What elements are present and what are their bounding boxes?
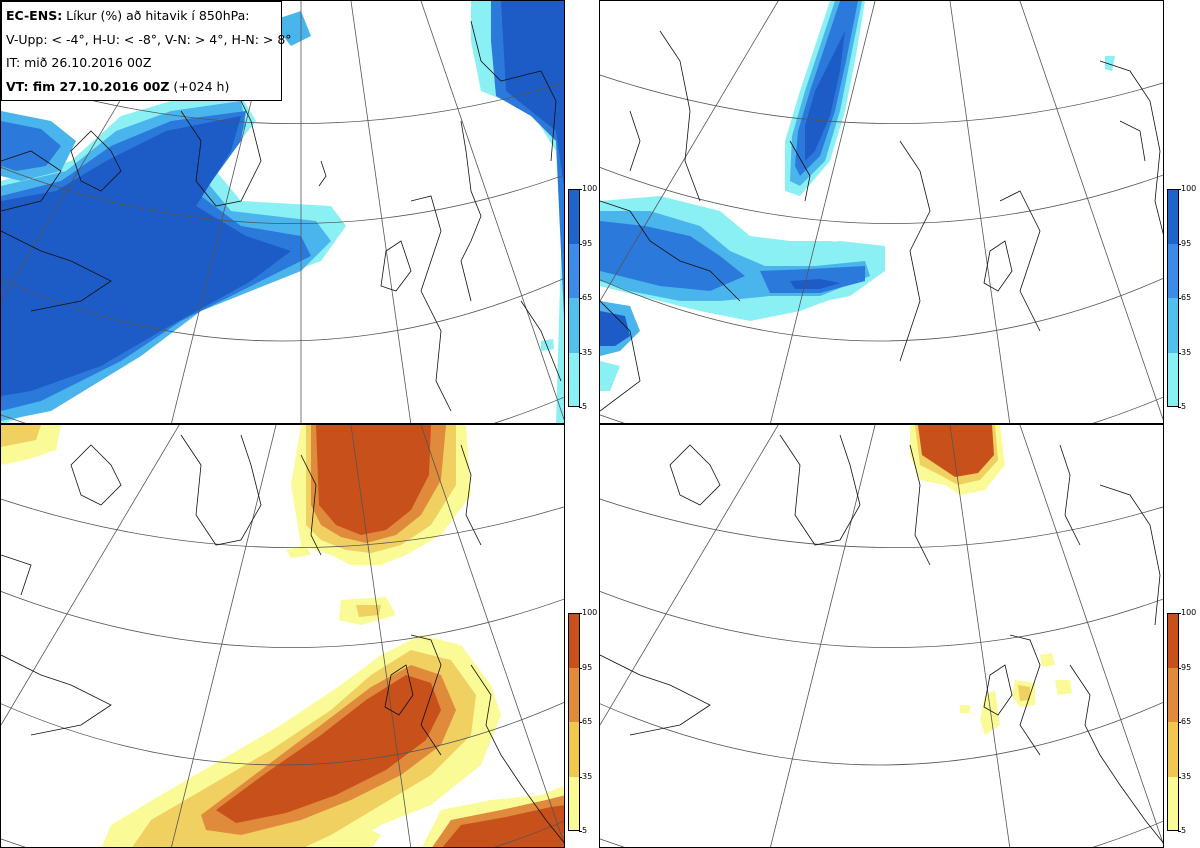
valid-time-bold: VT: fim 27.10.2016 00Z [6, 78, 170, 94]
colorbar-cold-top-right: 100 95 65 35 5 [1167, 185, 1196, 411]
colorbar-segment [1167, 722, 1179, 777]
colorbar-segment [568, 722, 580, 777]
map-panel-top-right [599, 0, 1164, 424]
map-panel-bottom-left [0, 424, 565, 848]
lead-time: (+024 h) [169, 78, 230, 94]
colorbar-segment [1167, 243, 1179, 298]
probability-field [1, 1, 564, 423]
colorbar-tick-label: 65 [1177, 717, 1192, 726]
colorbar-cold-top-left: 100 95 65 35 5 [568, 185, 597, 411]
colorbar-tick-label: 35 [1177, 347, 1192, 357]
colorbar-segment [1167, 776, 1179, 831]
map-panel-top-left: EC-ENS: Líkur (%) að hitavik í 850hPa: V… [0, 0, 565, 424]
probability-field [600, 1, 1115, 391]
colorbar-tick-label: 95 [578, 238, 593, 248]
graticule [1, 425, 564, 847]
info-box: EC-ENS: Líkur (%) að hitavik í 850hPa: V… [1, 1, 292, 101]
init-time: IT: mið 26.10.2016 00Z [6, 55, 152, 70]
colorbar-tick-label: 5 [578, 402, 588, 411]
colorbar-warm-bottom-left: 100 95 65 35 5 [568, 609, 597, 835]
colorbar-segment [1167, 352, 1179, 407]
colorbar-tick-label: 100 [578, 184, 598, 193]
colorbar-tick-label: 5 [1177, 402, 1187, 411]
probability-field [1, 425, 564, 847]
thresholds-text: V-Upp: < -4°, H-U: < -8°, V-N: > 4°, H-N… [6, 31, 292, 47]
colorbar-segment [568, 243, 580, 298]
map-panel-bottom-right [599, 424, 1164, 848]
coastlines [600, 30, 1163, 412]
colorbar-segment [1167, 189, 1179, 244]
info-title: EC-ENS: Líkur (%) að hitavik í 850hPa: [6, 4, 281, 28]
colorbar-segment [1167, 667, 1179, 722]
colorbar-tick-label: 100 [578, 608, 598, 617]
colorbar-tick-label: 65 [578, 293, 593, 302]
probability-map-warm-8 [600, 425, 1163, 847]
coastlines [600, 434, 1163, 844]
colorbar-segment [568, 613, 580, 668]
colorbar-segment [1167, 613, 1179, 668]
colorbar-tick-label: 100 [1177, 608, 1197, 617]
model-name: EC-ENS: [6, 8, 63, 23]
colorbar-tick-label: 5 [1177, 826, 1187, 835]
colorbar-tick-label: 95 [578, 662, 593, 672]
colorbar-warm-bottom-right: 100 95 65 35 5 [1167, 609, 1196, 835]
colorbar-tick-label: 65 [1177, 293, 1192, 302]
colorbar-segment [568, 189, 580, 244]
colorbar-tick-label: 65 [578, 717, 593, 726]
colorbar-segment [568, 667, 580, 722]
graticule [600, 425, 1163, 847]
colorbar-tick-label: 5 [578, 826, 588, 835]
probability-map-cold-8 [600, 1, 1163, 423]
probability-map-warm-4 [1, 425, 564, 847]
colorbar-tick-label: 35 [578, 771, 593, 781]
graticule [600, 1, 1163, 423]
title-text: Líkur (%) að hitavik í 850hPa: [62, 8, 250, 23]
colorbar-segment [568, 776, 580, 831]
colorbar-tick-label: 35 [1177, 771, 1192, 781]
colorbar-tick-label: 95 [1177, 238, 1192, 248]
colorbar-tick-label: 100 [1177, 184, 1197, 193]
colorbar-segment [568, 298, 580, 353]
colorbar-segment [568, 352, 580, 407]
colorbar-tick-label: 35 [578, 347, 593, 357]
probability-field [910, 425, 1072, 735]
coastlines [1, 434, 564, 844]
colorbar-segment [1167, 298, 1179, 353]
coastlines [1, 20, 562, 412]
valid-time: VT: fim 27.10.2016 00Z (+024 h) [6, 75, 281, 99]
colorbar-tick-label: 95 [1177, 662, 1192, 672]
